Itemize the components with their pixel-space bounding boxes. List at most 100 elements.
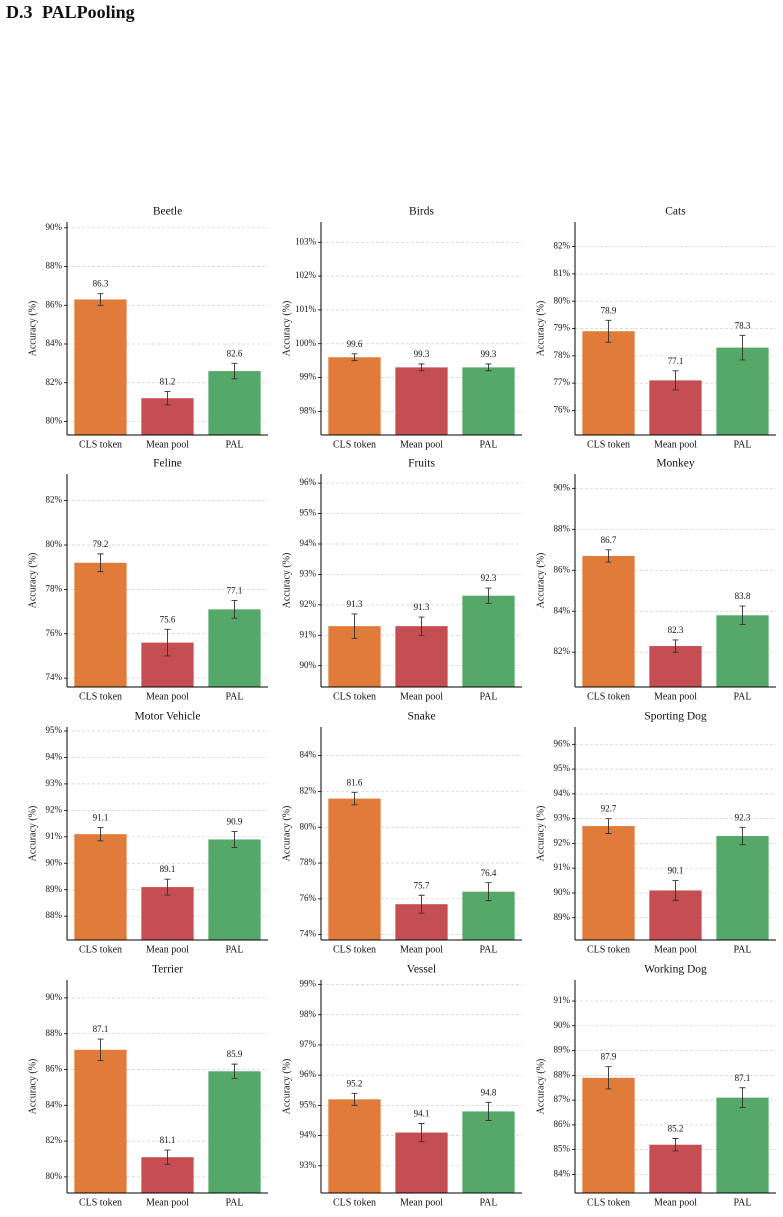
chart-title: Terrier bbox=[152, 964, 183, 976]
chart-title: Monkey bbox=[656, 458, 695, 470]
bar bbox=[328, 357, 381, 435]
bar bbox=[208, 839, 261, 940]
y-tick-label: 84% bbox=[300, 750, 317, 760]
y-tick-label: 82% bbox=[554, 646, 571, 656]
error-bar bbox=[97, 553, 104, 573]
y-tick-label: 89% bbox=[554, 1045, 571, 1055]
bar bbox=[208, 1071, 261, 1193]
x-tick-label: PAL bbox=[734, 439, 752, 450]
value-label: 79.2 bbox=[93, 539, 109, 549]
y-tick-label: 90% bbox=[46, 857, 63, 867]
x-tick-label: Mean pool bbox=[654, 944, 697, 955]
y-tick-label: 90% bbox=[46, 222, 63, 232]
x-tick-label: Mean pool bbox=[400, 439, 443, 450]
value-label: 81.1 bbox=[160, 1135, 176, 1145]
value-label: 87.1 bbox=[735, 1073, 751, 1083]
error-bar bbox=[351, 353, 358, 362]
value-label: 92.3 bbox=[735, 812, 751, 822]
y-axis-label: Accuracy (%) bbox=[27, 1059, 38, 1115]
value-label: 99.3 bbox=[481, 349, 497, 359]
value-label: 78.9 bbox=[601, 305, 617, 315]
y-axis-label: Accuracy (%) bbox=[535, 1059, 546, 1115]
y-tick-label: 95% bbox=[300, 508, 317, 518]
bar bbox=[208, 609, 261, 687]
y-tick-label: 102% bbox=[295, 270, 317, 280]
value-label: 94.8 bbox=[481, 1087, 497, 1097]
y-tick-label: 84% bbox=[554, 1168, 571, 1178]
y-axis-label: Accuracy (%) bbox=[281, 1059, 292, 1115]
y-tick-label: 86% bbox=[554, 1119, 571, 1129]
error-bar bbox=[418, 1123, 425, 1143]
bar bbox=[716, 1097, 769, 1193]
y-axis-label: Accuracy (%) bbox=[535, 553, 546, 609]
y-tick-label: 94% bbox=[554, 788, 571, 798]
y-tick-label: 90% bbox=[300, 660, 317, 670]
bar bbox=[328, 1099, 381, 1193]
x-tick-label: Mean pool bbox=[146, 439, 189, 450]
error-bar bbox=[97, 293, 104, 306]
y-axis-label: Accuracy (%) bbox=[27, 553, 38, 609]
bar bbox=[141, 887, 194, 940]
y-tick-label: 80% bbox=[46, 416, 63, 426]
value-label: 89.1 bbox=[160, 864, 176, 874]
chart-title: Fruits bbox=[408, 458, 435, 470]
error-bar bbox=[351, 1092, 358, 1106]
bar bbox=[395, 367, 448, 435]
error-bar bbox=[672, 639, 679, 653]
value-label: 75.6 bbox=[160, 614, 176, 624]
y-tick-label: 94% bbox=[300, 538, 317, 548]
x-tick-label: Mean pool bbox=[654, 691, 697, 702]
value-label: 85.2 bbox=[668, 1124, 684, 1134]
y-tick-label: 87% bbox=[554, 1094, 571, 1104]
error-bar bbox=[418, 894, 425, 914]
x-tick-label: Mean pool bbox=[146, 1197, 189, 1208]
bar bbox=[462, 367, 515, 435]
bar bbox=[395, 626, 448, 687]
value-label: 77.1 bbox=[668, 356, 684, 366]
x-tick-label: Mean pool bbox=[654, 1197, 697, 1208]
y-tick-label: 93% bbox=[46, 778, 63, 788]
y-tick-label: 101% bbox=[295, 304, 317, 314]
error-bar bbox=[605, 549, 612, 563]
y-tick-label: 77% bbox=[554, 377, 571, 387]
bar bbox=[582, 1077, 635, 1193]
y-tick-label: 90% bbox=[554, 887, 571, 897]
y-tick-label: 85% bbox=[554, 1144, 571, 1154]
bar bbox=[716, 835, 769, 940]
y-axis-label: Accuracy (%) bbox=[281, 806, 292, 862]
x-tick-label: CLS token bbox=[587, 691, 630, 702]
y-tick-label: 92% bbox=[46, 804, 63, 814]
bar bbox=[582, 331, 635, 435]
y-tick-label: 88% bbox=[46, 261, 63, 271]
bar bbox=[716, 615, 769, 687]
y-tick-label: 76% bbox=[554, 404, 571, 414]
bar bbox=[395, 1132, 448, 1193]
y-tick-label: 78% bbox=[554, 350, 571, 360]
bar bbox=[462, 595, 515, 687]
error-bar bbox=[231, 831, 238, 848]
bar bbox=[582, 826, 635, 940]
x-tick-label: CLS token bbox=[333, 439, 376, 450]
y-tick-label: 98% bbox=[300, 405, 317, 415]
y-axis-label: Accuracy (%) bbox=[27, 301, 38, 357]
error-bar bbox=[231, 600, 238, 619]
value-label: 91.3 bbox=[414, 602, 430, 612]
bar bbox=[649, 646, 702, 687]
x-tick-label: CLS token bbox=[79, 691, 122, 702]
y-axis-label: Accuracy (%) bbox=[535, 301, 546, 357]
y-tick-label: 82% bbox=[554, 241, 571, 251]
y-tick-label: 74% bbox=[46, 672, 63, 682]
error-bar bbox=[485, 1101, 492, 1121]
y-tick-label: 98% bbox=[300, 1009, 317, 1019]
x-tick-label: CLS token bbox=[333, 944, 376, 955]
x-tick-label: Mean pool bbox=[400, 944, 443, 955]
y-tick-label: 80% bbox=[46, 539, 63, 549]
x-tick-label: Mean pool bbox=[146, 944, 189, 955]
value-label: 87.1 bbox=[93, 1024, 109, 1034]
y-tick-label: 91% bbox=[554, 862, 571, 872]
y-tick-label: 79% bbox=[554, 323, 571, 333]
y-tick-label: 84% bbox=[46, 1099, 63, 1109]
y-tick-label: 89% bbox=[46, 884, 63, 894]
error-bar bbox=[672, 1138, 679, 1152]
x-tick-label: PAL bbox=[226, 439, 244, 450]
